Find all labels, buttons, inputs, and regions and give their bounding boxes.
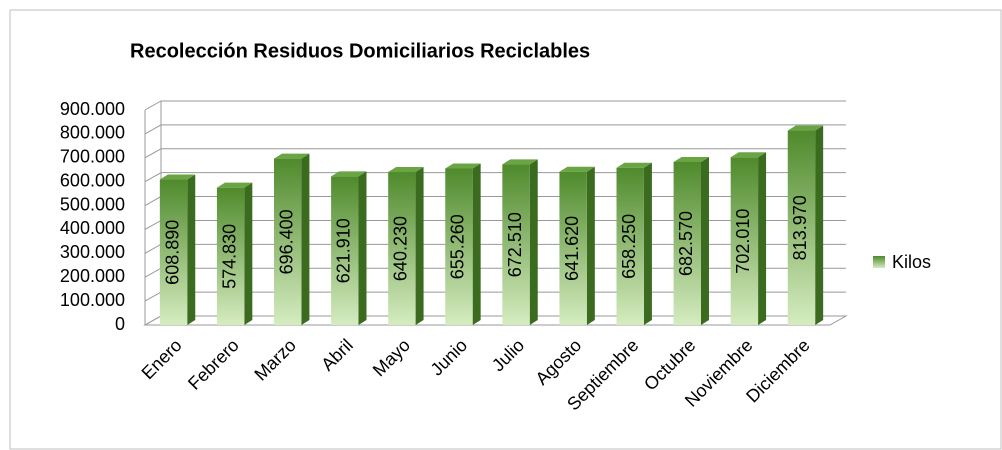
chart-title: Recolección Residuos Domiciliarios Recic…	[130, 40, 590, 62]
bar-top	[673, 156, 709, 162]
bar-top	[559, 166, 595, 172]
bar	[445, 168, 473, 325]
value-label: 621.910	[334, 218, 354, 283]
bar-top	[445, 163, 481, 169]
bar-top	[616, 162, 652, 168]
value-label: 682.570	[676, 211, 696, 276]
value-label: 655.260	[448, 214, 468, 279]
y-tick-label: 200.000	[60, 266, 125, 286]
value-label: 574.830	[219, 224, 239, 289]
bar-top	[787, 125, 824, 131]
value-label: 641.620	[562, 216, 582, 281]
y-tick-label: 600.000	[60, 170, 125, 190]
bar-top	[730, 152, 767, 158]
bar-side	[586, 166, 595, 325]
bar-side	[700, 156, 709, 325]
bar-top	[274, 153, 310, 159]
bar-top	[216, 182, 253, 188]
value-label: 702.010	[733, 209, 753, 274]
bar	[159, 179, 188, 325]
y-tick-label: 100.000	[60, 290, 125, 310]
bar-top	[159, 174, 196, 180]
y-tick-label: 800.000	[60, 123, 125, 143]
y-tick-label: 700.000	[60, 147, 125, 167]
bar	[559, 171, 587, 325]
bar-side	[758, 152, 767, 325]
legend-label: Kilos	[892, 252, 931, 272]
y-tick-label: 500.000	[60, 194, 125, 214]
bar	[331, 176, 359, 325]
y-tick-label: 400.000	[60, 218, 125, 238]
grid-line	[144, 124, 846, 135]
value-label: 640.230	[391, 216, 411, 281]
value-label: 813.970	[790, 195, 810, 260]
legend-swatch	[873, 256, 885, 268]
y-tick-label: 0	[115, 314, 125, 334]
bar	[787, 130, 816, 325]
value-label: 672.510	[505, 212, 525, 277]
bar-top	[502, 159, 538, 165]
value-label: 696.400	[276, 209, 296, 274]
grid-line	[144, 100, 846, 111]
bar-side	[301, 153, 310, 325]
bar-side	[244, 182, 253, 325]
value-label: 658.250	[619, 214, 639, 279]
y-tick-label: 300.000	[60, 242, 125, 262]
value-label: 608.890	[162, 220, 182, 285]
grid-line	[144, 148, 846, 159]
bar	[730, 157, 759, 325]
bar-side	[415, 167, 424, 325]
bar-top	[331, 171, 367, 177]
bar-side	[358, 171, 367, 325]
bar-side	[187, 174, 196, 325]
bar	[502, 164, 530, 325]
bar	[274, 158, 302, 325]
y-tick-label: 900.000	[60, 99, 125, 119]
bar-side	[643, 162, 652, 325]
bar-side	[529, 159, 538, 325]
bar	[216, 187, 245, 325]
bar-top	[388, 167, 424, 173]
bar	[388, 172, 416, 325]
bar	[616, 167, 644, 325]
bar-side	[472, 163, 481, 325]
bar	[673, 161, 701, 325]
bar-side	[815, 125, 824, 326]
